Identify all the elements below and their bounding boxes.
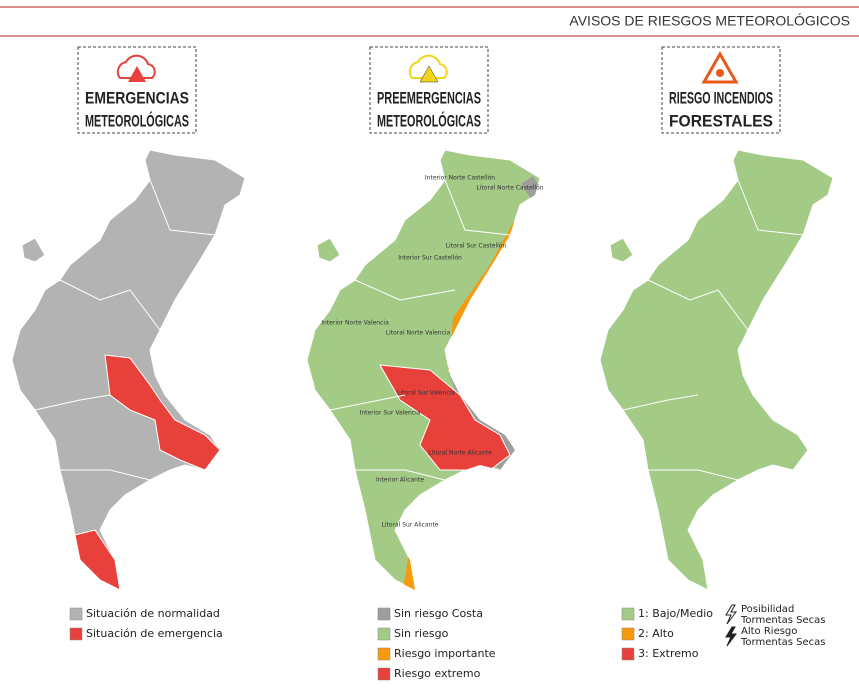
title-box: [77, 46, 197, 134]
legend-swatch: [621, 607, 635, 621]
zone-label: Interior Norte Valencia: [321, 320, 389, 327]
panel-title: METEOROLÓGICAS: [377, 111, 481, 130]
legend-label: 3: Extremo: [638, 647, 699, 660]
legend-swatch: [621, 647, 635, 661]
legend-swatch: [621, 627, 635, 641]
header-title: AVISOS DE RIESGOS METEOROLÓGICOS: [569, 13, 850, 29]
panel-title: RIESGO INCENDIOS: [669, 88, 773, 107]
legend-label: Situación de normalidad: [86, 607, 220, 620]
legend-swatch: [377, 607, 391, 621]
zone-label: Litoral Sur Alicante: [382, 522, 439, 529]
legend-label: Sin riesgo: [394, 627, 449, 640]
legend-label: 2: Alto: [638, 627, 674, 640]
storm-label: Tormentas Secas: [740, 615, 825, 626]
panel-title: EMERGENCIAS: [85, 88, 189, 107]
storm-label: Alto Riesgo: [741, 626, 797, 637]
panel-title: METEOROLÓGICAS: [85, 111, 189, 130]
zone-label: Litoral Norte Valencia: [386, 330, 451, 337]
legend-swatch: [69, 627, 83, 641]
zone-label: Litoral Norte Alicante: [428, 450, 492, 457]
legend-label: 1: Bajo/Medio: [638, 607, 713, 620]
storm-icon: [725, 604, 737, 625]
legend-swatch: [69, 607, 83, 621]
zone-label: Interior Norte Castellón: [425, 175, 495, 182]
panel-title: PREEMERGENCIAS: [377, 88, 481, 107]
title-box: [661, 46, 781, 134]
legend-label: Riesgo importante: [394, 647, 496, 660]
legend-label: Situación de emergencia: [86, 627, 223, 640]
legend-swatch: [377, 647, 391, 661]
map-emergencias: [11, 149, 246, 591]
zone-label: Interior Sur Castellón: [398, 255, 462, 262]
zone-label: Litoral Sur Castellón: [446, 243, 507, 250]
legend-label: Sin riesgo Costa: [394, 607, 483, 620]
panel-title: FORESTALES: [669, 111, 773, 130]
legend-swatch: [377, 627, 391, 641]
storm-label: Tormentas Secas: [740, 637, 825, 648]
legend-label: Riesgo extremo: [394, 667, 481, 680]
legend-swatch: [377, 667, 391, 681]
zone-label: Litoral Sur Valencia: [397, 390, 455, 397]
storm-label: Posibilidad: [741, 604, 794, 615]
map-incendios: [599, 149, 834, 591]
storm-icon: [725, 626, 737, 647]
zone-label: Interior Alicante: [376, 477, 424, 484]
zone-label: Interior Sur Valencia: [360, 410, 421, 417]
title-box: [369, 46, 489, 134]
zone-label: Litoral Norte Castellón: [476, 185, 543, 192]
